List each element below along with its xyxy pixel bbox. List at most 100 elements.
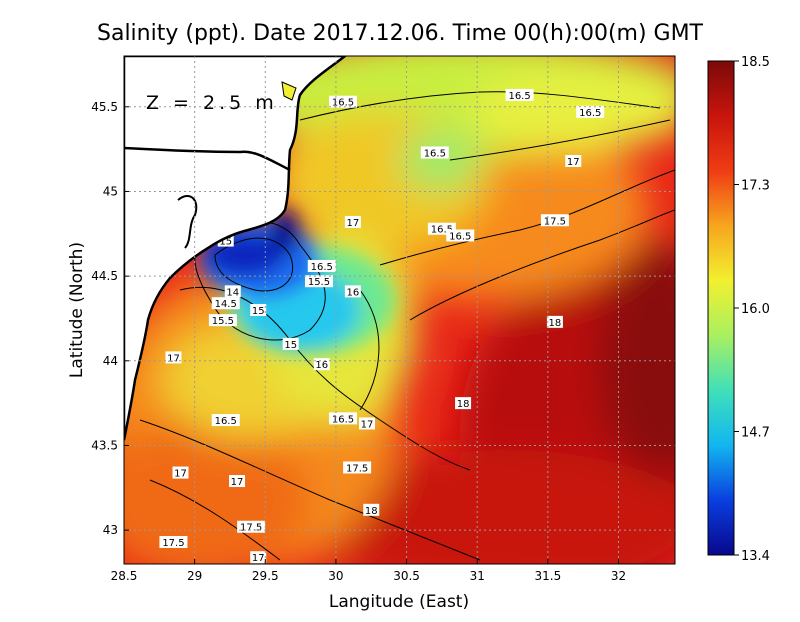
contour-label-box	[359, 417, 376, 430]
contour-label: 16.5	[446, 229, 475, 242]
contour-label: 16	[344, 285, 361, 298]
contour-label-box	[546, 315, 563, 328]
contour-label: 17	[359, 417, 376, 430]
colorbar-ticks: 18.5 17.3 16.0 14.7 13.4	[734, 55, 770, 564]
contour-label-text: 16	[315, 360, 328, 371]
contour-line	[379, 169, 675, 266]
colorbar-tick-label: 16.0	[741, 302, 770, 317]
x-tick-label: 31.5	[534, 569, 561, 583]
colorbar-tick-label: 18.5	[741, 55, 770, 70]
contour-label-text: 17	[167, 353, 180, 364]
contour-label-text: 17	[231, 477, 244, 488]
contour-label-box	[307, 259, 336, 272]
contour-label-text: 18	[457, 399, 470, 410]
y-tick-label: 44	[103, 354, 118, 368]
contour-label-text: 17.5	[544, 216, 566, 227]
contour-label: 18	[546, 315, 563, 329]
x-tick-label: 29.5	[252, 569, 279, 583]
colorbar-tick-label: 17.3	[741, 179, 770, 194]
contour-label: 16.5	[505, 88, 534, 102]
contour-label-text: 16.5	[332, 414, 354, 425]
contour-line	[214, 237, 293, 292]
contour-label-text: 17	[174, 469, 187, 480]
contour-label: 14.5	[211, 297, 240, 310]
contour-label-text: 15	[219, 237, 232, 248]
contour-label-text: 17	[361, 419, 374, 430]
contour-label-box	[446, 229, 475, 242]
contour-label: 16.5	[576, 105, 605, 119]
contour-label-text: 14	[226, 287, 239, 298]
chart-title: Salinity (ppt). Date 2017.12.06. Time 00…	[97, 21, 704, 46]
contour-label-box	[211, 297, 240, 310]
x-tick-label: 32	[611, 569, 626, 583]
contour-label-text: 15	[284, 340, 297, 351]
contour-label: 15	[282, 337, 299, 351]
contour-label-text: 18	[365, 506, 378, 517]
contour-label: 17.5	[540, 214, 569, 227]
contour-label-box	[344, 215, 361, 228]
contour-label: 18	[455, 397, 472, 410]
x-tick-label: 31	[470, 569, 485, 583]
contour-label: 17	[165, 351, 182, 364]
contour-label-text: 17	[252, 553, 265, 564]
contour-label-box	[455, 397, 472, 410]
contour-label-box	[229, 475, 246, 488]
plot-frame	[123, 55, 676, 565]
contour-label: 16.5	[307, 259, 336, 273]
x-tick-label: 30.5	[393, 569, 420, 583]
contour-labels: 16.516.516.516.5171716.516.517.51516.515…	[159, 88, 605, 564]
contour-line	[149, 479, 281, 561]
y-axis-label: Latitude (North)	[67, 242, 87, 378]
contour-line	[449, 119, 671, 161]
y-tick-label: 45.5	[91, 100, 118, 114]
contour-label: 17	[565, 154, 582, 168]
low-salinity-plume	[200, 210, 395, 355]
contour-label-text: 16.5	[424, 149, 446, 160]
contour-label-text: 16.5	[332, 98, 354, 109]
contour-label-text: 15.5	[308, 277, 330, 288]
contour-label: 15.5	[304, 275, 333, 288]
contour-label: 16.5	[420, 146, 449, 160]
contour-label: 17.5	[343, 461, 372, 474]
contour-label: 16.5	[328, 95, 357, 109]
contour-label: 14	[224, 285, 241, 298]
contour-label-text: 15.5	[212, 316, 234, 327]
contour-line	[139, 419, 481, 561]
contour-label: 17.5	[159, 535, 188, 549]
contour-label-box	[576, 105, 605, 118]
contour-label-text: 16.5	[215, 416, 237, 427]
coastline	[177, 195, 198, 249]
contour-label: 16.5	[211, 414, 240, 427]
contour-label-text: 16.5	[579, 108, 601, 119]
contour-label-text: 16.5	[431, 225, 453, 236]
contour-label-box	[282, 337, 299, 350]
contour-label: 17	[344, 215, 361, 229]
contour-label-box	[420, 146, 449, 159]
contour-label-box	[159, 535, 188, 548]
y-tick-label: 43	[103, 523, 118, 537]
depth-annotation: Z = 2.5 m	[146, 92, 278, 114]
contour-label-text: 16.5	[508, 91, 530, 102]
contour-label: 16	[313, 358, 330, 371]
contour-label-text: 14.5	[215, 299, 237, 310]
contour-label-text: 18	[549, 318, 562, 329]
contour-label: 17.5	[237, 520, 266, 534]
contour-label-box	[344, 285, 361, 298]
colorbar	[707, 60, 735, 556]
coastline	[124, 146, 291, 172]
y-ticks: 43 43.5 44 44.5 45 45.5	[91, 100, 129, 537]
plot-area: 16.516.516.516.5171716.516.517.51516.515…	[124, 56, 675, 564]
contour-label-box	[172, 466, 189, 479]
contour-label: 15.5	[208, 314, 237, 327]
lagoon	[281, 81, 297, 101]
contour-label-box	[211, 414, 240, 427]
contour-label: 17	[229, 475, 246, 488]
colorbar-tick-label: 14.7	[741, 426, 770, 441]
x-ticks: 28.5 29 29.5 30 30.5 31 31.5 32	[111, 559, 626, 583]
contour-label: 17	[172, 466, 189, 480]
contour-label-text: 17	[347, 218, 360, 229]
colorbar-tick-label: 13.4	[741, 549, 770, 564]
contour-label-box	[565, 154, 582, 167]
